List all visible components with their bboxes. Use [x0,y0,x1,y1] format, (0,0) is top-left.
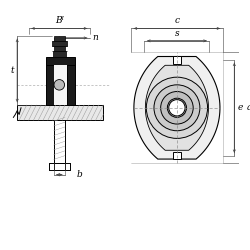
Circle shape [54,80,64,90]
Polygon shape [134,56,220,159]
Polygon shape [67,65,74,105]
Polygon shape [54,65,67,105]
Text: b: b [76,170,82,179]
Polygon shape [17,105,103,120]
Polygon shape [146,65,208,150]
Polygon shape [173,152,181,160]
Circle shape [161,92,193,124]
Circle shape [146,77,208,138]
Text: s: s [174,29,179,38]
Polygon shape [54,46,65,51]
Text: t: t [11,66,14,75]
Polygon shape [52,51,66,57]
Circle shape [169,100,185,116]
Polygon shape [52,41,67,46]
Circle shape [167,98,186,117]
Text: n: n [93,34,98,42]
Text: a: a [247,103,250,112]
Text: c: c [174,16,180,25]
Circle shape [154,85,200,131]
Text: e: e [237,103,242,112]
Polygon shape [46,65,54,105]
Polygon shape [54,36,65,41]
Polygon shape [173,56,181,64]
Polygon shape [46,57,74,65]
Text: Bᴵ: Bᴵ [55,16,64,25]
